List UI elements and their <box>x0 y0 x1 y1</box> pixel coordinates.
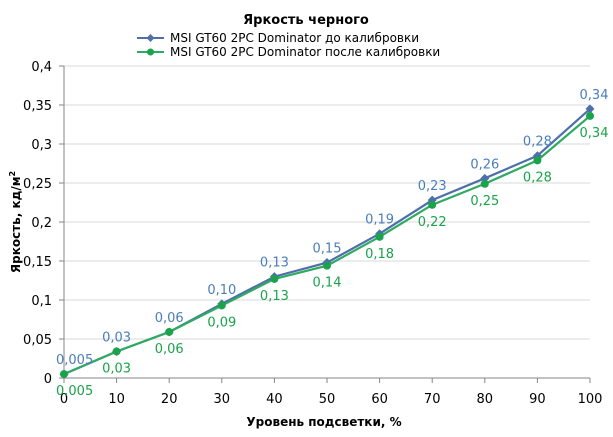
y-tick-label: 0,25 <box>23 177 52 192</box>
data-label: 0,03 <box>102 361 131 376</box>
data-point-circle <box>375 232 384 241</box>
data-label: 0,09 <box>207 315 236 330</box>
data-label: 0,13 <box>260 289 289 304</box>
y-tick-label: 0 <box>44 372 52 387</box>
axes <box>59 65 591 383</box>
data-point-circle <box>586 111 594 120</box>
data-point-diamond <box>585 104 595 114</box>
y-tick-label: 0,4 <box>31 60 52 75</box>
data-point-circle <box>323 261 331 270</box>
data-point-circle <box>480 179 489 188</box>
x-tick-label: 70 <box>424 392 441 407</box>
data-label: 0,06 <box>155 342 184 357</box>
data-label: 0,34 <box>580 88 609 103</box>
data-label: 0,10 <box>207 283 236 298</box>
data-label: 0,28 <box>523 170 552 185</box>
legend-marker-diamond <box>146 34 155 42</box>
data-label: 0,28 <box>523 135 552 150</box>
legend-label: MSI GT60 2PC Dominator до калибровки <box>170 31 419 45</box>
gridlines <box>64 65 590 340</box>
y-axis-title-text: Яркость, кд/м <box>9 176 23 273</box>
x-tick-label: 80 <box>477 392 494 407</box>
data-label: 0,26 <box>470 157 499 172</box>
x-tick-label: 60 <box>371 392 388 407</box>
y-tick-label: 0,1 <box>31 294 52 309</box>
series-group <box>59 104 595 379</box>
x-tick-label: 30 <box>214 392 231 407</box>
x-tick-label: 0 <box>60 392 68 407</box>
data-point-circle <box>165 327 174 336</box>
data-point-circle <box>428 200 437 209</box>
data-label: 0,34 <box>580 126 609 141</box>
data-label: 0,22 <box>418 215 447 230</box>
data-label: 0,06 <box>155 311 184 326</box>
data-point-circle <box>217 301 226 310</box>
data-label: 0,19 <box>365 213 394 228</box>
legend-item-2: MSI GT60 2PC Dominator после калибровки <box>137 45 440 59</box>
data-point-circle <box>270 274 279 283</box>
y-axis-title-superscript: 2 <box>8 171 17 177</box>
data-point-circle <box>112 347 121 356</box>
series-2 <box>60 111 594 379</box>
y-tick-label: 0,3 <box>31 138 52 153</box>
y-axis-title: Яркость, кд/м2 <box>8 171 23 273</box>
y-tick-label: 0,05 <box>23 333 52 348</box>
data-label: 0,15 <box>313 242 342 257</box>
data-point-circle <box>533 156 542 165</box>
data-label: 0,13 <box>260 256 289 271</box>
data-label: 0,005 <box>56 384 93 399</box>
data-label: 0,18 <box>365 247 394 262</box>
data-point-circle <box>60 370 68 379</box>
data-label: 0,03 <box>102 330 131 345</box>
legend-item-1: MSI GT60 2PC Dominator до калибровки <box>137 31 419 45</box>
chart-title: Яркость черного <box>243 13 369 28</box>
x-axis-title: Уровень подсветки, % <box>246 415 401 429</box>
y-tick-label: 0,35 <box>23 99 52 114</box>
x-tick-label: 20 <box>161 392 178 407</box>
legend: MSI GT60 2PC Dominator до калибровкиMSI … <box>137 31 440 59</box>
data-label: 0,005 <box>56 353 93 368</box>
data-label: 0,25 <box>470 194 499 209</box>
legend-marker-circle <box>147 48 154 56</box>
x-tick-label: 10 <box>108 392 125 407</box>
data-labels: 0,005 0,03 0,06 0,10 0,13 0,15 0,19 0,23 0,26 0,2… <box>56 88 608 399</box>
data-label: 0,23 <box>418 179 447 194</box>
y-tick-labels: 0 0,05 0,1 0,15 0,2 0,25 0,3 0,35 0,4 <box>23 60 52 387</box>
legend-label: MSI GT60 2PC Dominator после калибровки <box>170 45 440 59</box>
y-tick-label: 0,2 <box>31 216 52 231</box>
data-label: 0,14 <box>313 276 342 291</box>
y-tick-label: 0,15 <box>23 255 52 270</box>
x-tick-label: 100 <box>578 392 603 407</box>
x-tick-label: 90 <box>529 392 546 407</box>
x-tick-labels: 0 10 20 30 40 50 60 70 80 90 100 <box>60 392 603 407</box>
x-tick-label: 50 <box>319 392 336 407</box>
x-tick-label: 40 <box>266 392 283 407</box>
